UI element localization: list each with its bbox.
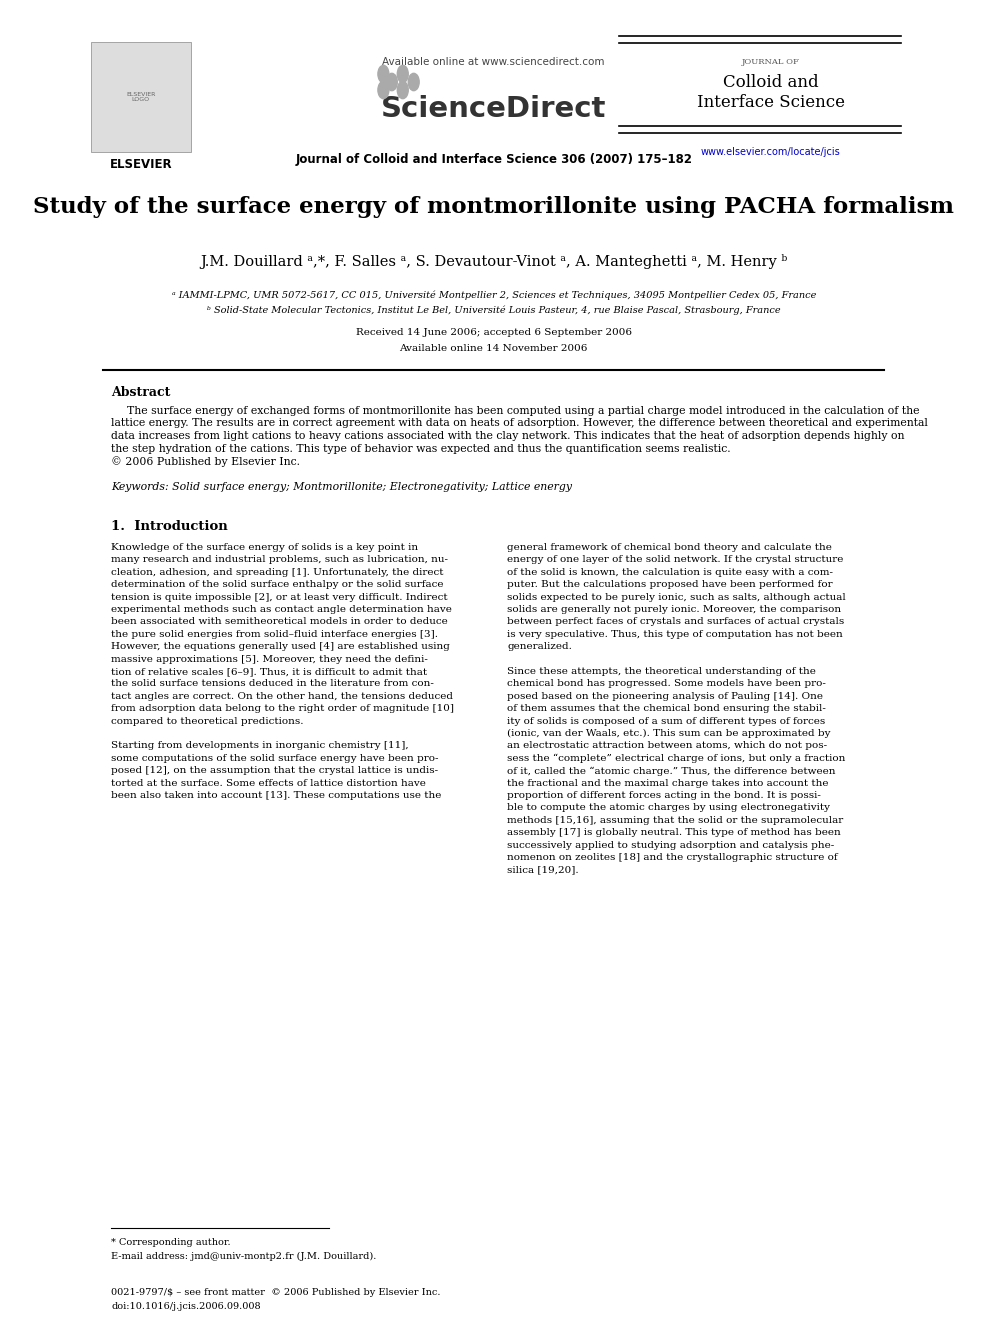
Circle shape [378, 65, 389, 82]
Text: 1.  Introduction: 1. Introduction [111, 520, 228, 533]
Text: successively applied to studying adsorption and catalysis phe-: successively applied to studying adsorpt… [507, 840, 834, 849]
Text: chemical bond has progressed. Some models have been pro-: chemical bond has progressed. Some model… [507, 680, 826, 688]
Text: 0021-9797/$ – see front matter  © 2006 Published by Elsevier Inc.: 0021-9797/$ – see front matter © 2006 Pu… [111, 1289, 440, 1297]
Text: assembly [17] is globally neutral. This type of method has been: assembly [17] is globally neutral. This … [507, 828, 841, 837]
Text: of the solid is known, the calculation is quite easy with a com-: of the solid is known, the calculation i… [507, 568, 833, 577]
Text: torted at the surface. Some effects of lattice distortion have: torted at the surface. Some effects of l… [111, 779, 427, 787]
Text: Knowledge of the surface energy of solids is a key point in: Knowledge of the surface energy of solid… [111, 542, 419, 552]
Circle shape [409, 73, 420, 91]
Text: Since these attempts, the theoretical understanding of the: Since these attempts, the theoretical un… [507, 667, 816, 676]
Text: doi:10.1016/j.jcis.2006.09.008: doi:10.1016/j.jcis.2006.09.008 [111, 1302, 261, 1311]
Circle shape [397, 81, 409, 99]
Text: solids expected to be purely ionic, such as salts, although actual: solids expected to be purely ionic, such… [507, 593, 846, 602]
Text: tact angles are correct. On the other hand, the tensions deduced: tact angles are correct. On the other ha… [111, 692, 453, 701]
Text: Keywords: Solid surface energy; Montmorillonite; Electronegativity; Lattice ener: Keywords: Solid surface energy; Montmori… [111, 482, 572, 492]
Text: However, the equations generally used [4] are established using: However, the equations generally used [4… [111, 642, 450, 651]
Text: of them assumes that the chemical bond ensuring the stabil-: of them assumes that the chemical bond e… [507, 704, 826, 713]
Text: between perfect faces of crystals and surfaces of actual crystals: between perfect faces of crystals and su… [507, 618, 844, 626]
Text: Journal of Colloid and Interface Science 306 (2007) 175–182: Journal of Colloid and Interface Science… [296, 153, 692, 165]
Text: proportion of different forces acting in the bond. It is possi-: proportion of different forces acting in… [507, 791, 821, 800]
Text: The surface energy of exchanged forms of montmorillonite has been computed using: The surface energy of exchanged forms of… [127, 406, 919, 415]
Text: Study of the surface energy of montmorillonite using PACHA formalism: Study of the surface energy of montmoril… [34, 196, 954, 218]
Text: ELSEVIER: ELSEVIER [109, 157, 173, 171]
Text: experimental methods such as contact angle determination have: experimental methods such as contact ang… [111, 605, 452, 614]
Text: silica [19,20].: silica [19,20]. [507, 865, 578, 875]
Circle shape [397, 65, 409, 82]
Text: been associated with semitheoretical models in order to deduce: been associated with semitheoretical mod… [111, 618, 448, 626]
Text: tion of relative scales [6–9]. Thus, it is difficult to admit that: tion of relative scales [6–9]. Thus, it … [111, 667, 428, 676]
Text: © 2006 Published by Elsevier Inc.: © 2006 Published by Elsevier Inc. [111, 456, 301, 467]
Text: data increases from light cations to heavy cations associated with the clay netw: data increases from light cations to hea… [111, 431, 905, 441]
Text: massive approximations [5]. Moreover, they need the defini-: massive approximations [5]. Moreover, th… [111, 655, 429, 664]
Text: been also taken into account [13]. These computations use the: been also taken into account [13]. These… [111, 791, 441, 800]
Text: Colloid and: Colloid and [723, 74, 818, 91]
Text: * Corresponding author.: * Corresponding author. [111, 1238, 231, 1248]
Text: JOURNAL OF: JOURNAL OF [742, 58, 800, 66]
Text: Starting from developments in inorganic chemistry [11],: Starting from developments in inorganic … [111, 741, 409, 750]
Bar [91, 42, 190, 152]
Text: energy of one layer of the solid network. If the crystal structure: energy of one layer of the solid network… [507, 556, 843, 565]
Text: Available online at www.sciencedirect.com: Available online at www.sciencedirect.co… [383, 57, 605, 67]
Text: ᵇ Solid-State Molecular Tectonics, Institut Le Bel, Université Louis Pasteur, 4,: ᵇ Solid-State Molecular Tectonics, Insti… [207, 306, 781, 315]
Text: nomenon on zeolites [18] and the crystallographic structure of: nomenon on zeolites [18] and the crystal… [507, 853, 838, 863]
Text: solids are generally not purely ionic. Moreover, the comparison: solids are generally not purely ionic. M… [507, 605, 841, 614]
Text: posed based on the pioneering analysis of Pauling [14]. One: posed based on the pioneering analysis o… [507, 692, 823, 701]
Text: of it, called the “atomic charge.” Thus, the difference between: of it, called the “atomic charge.” Thus,… [507, 766, 835, 775]
Text: ELSEVIER
LOGO: ELSEVIER LOGO [126, 91, 156, 102]
Text: methods [15,16], assuming that the solid or the supramolecular: methods [15,16], assuming that the solid… [507, 816, 843, 824]
Text: the fractional and the maximal charge takes into account the: the fractional and the maximal charge ta… [507, 779, 828, 787]
Text: puter. But the calculations proposed have been performed for: puter. But the calculations proposed hav… [507, 581, 833, 589]
Text: Interface Science: Interface Science [696, 94, 845, 111]
Circle shape [378, 81, 389, 99]
Text: sess the “complete” electrical charge of ions, but only a fraction: sess the “complete” electrical charge of… [507, 754, 845, 763]
Text: ScienceDirect: ScienceDirect [381, 95, 606, 123]
Text: posed [12], on the assumption that the crystal lattice is undis-: posed [12], on the assumption that the c… [111, 766, 438, 775]
Text: cleation, adhesion, and spreading [1]. Unfortunately, the direct: cleation, adhesion, and spreading [1]. U… [111, 568, 443, 577]
Text: Available online 14 November 2006: Available online 14 November 2006 [400, 344, 588, 353]
Text: tension is quite impossible [2], or at least very difficult. Indirect: tension is quite impossible [2], or at l… [111, 593, 448, 602]
Text: many research and industrial problems, such as lubrication, nu-: many research and industrial problems, s… [111, 556, 448, 565]
Text: from adsorption data belong to the right order of magnitude [10]: from adsorption data belong to the right… [111, 704, 454, 713]
Circle shape [386, 73, 397, 91]
Text: the pure solid energies from solid–fluid interface energies [3].: the pure solid energies from solid–fluid… [111, 630, 438, 639]
Text: compared to theoretical predictions.: compared to theoretical predictions. [111, 717, 304, 725]
Text: J.M. Douillard ᵃ,*, F. Salles ᵃ, S. Devautour-Vinot ᵃ, A. Manteghetti ᵃ, M. Henr: J.M. Douillard ᵃ,*, F. Salles ᵃ, S. Deva… [200, 254, 788, 269]
Text: Abstract: Abstract [111, 386, 171, 400]
Text: lattice energy. The results are in correct agreement with data on heats of adsor: lattice energy. The results are in corre… [111, 418, 929, 429]
Text: ble to compute the atomic charges by using electronegativity: ble to compute the atomic charges by usi… [507, 803, 830, 812]
Text: an electrostatic attraction between atoms, which do not pos-: an electrostatic attraction between atom… [507, 741, 827, 750]
Text: (ionic, van der Waals, etc.). This sum can be approximated by: (ionic, van der Waals, etc.). This sum c… [507, 729, 830, 738]
Text: E-mail address: jmd@univ-montp2.fr (J.M. Douillard).: E-mail address: jmd@univ-montp2.fr (J.M.… [111, 1252, 377, 1261]
Text: www.elsevier.com/locate/jcis: www.elsevier.com/locate/jcis [701, 147, 840, 157]
Text: ity of solids is composed of a sum of different types of forces: ity of solids is composed of a sum of di… [507, 717, 825, 725]
Text: Received 14 June 2006; accepted 6 September 2006: Received 14 June 2006; accepted 6 Septem… [356, 328, 632, 337]
Text: determination of the solid surface enthalpy or the solid surface: determination of the solid surface entha… [111, 581, 443, 589]
Text: ᵃ IAMMI-LPMC, UMR 5072-5617, CC 015, Université Montpellier 2, Sciences et Techn: ᵃ IAMMI-LPMC, UMR 5072-5617, CC 015, Uni… [172, 290, 815, 299]
Text: some computations of the solid surface energy have been pro-: some computations of the solid surface e… [111, 754, 438, 763]
Text: is very speculative. Thus, this type of computation has not been: is very speculative. Thus, this type of … [507, 630, 843, 639]
Text: the solid surface tensions deduced in the literature from con-: the solid surface tensions deduced in th… [111, 680, 434, 688]
Text: general framework of chemical bond theory and calculate the: general framework of chemical bond theor… [507, 542, 832, 552]
Text: the step hydration of the cations. This type of behavior was expected and thus t: the step hydration of the cations. This … [111, 443, 731, 454]
Text: generalized.: generalized. [507, 642, 572, 651]
